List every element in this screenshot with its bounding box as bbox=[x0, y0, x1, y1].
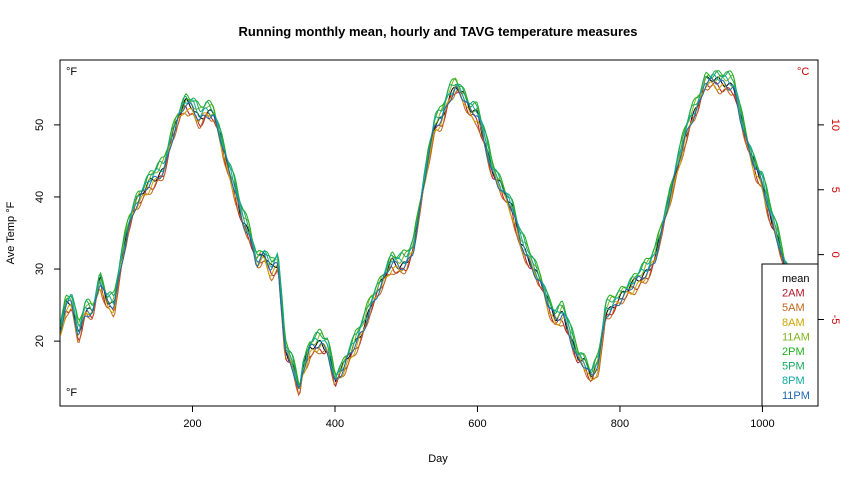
left-unit-label-bottom: °F bbox=[66, 387, 77, 399]
y-tick-label-left: 20 bbox=[34, 335, 46, 347]
legend-item-11am: 11AM bbox=[782, 331, 810, 343]
x-tick-label: 800 bbox=[611, 418, 629, 430]
legend-item-2pm: 2PM bbox=[782, 346, 805, 358]
legend: mean 2AM 5AM 8AM 11AM 2PM 5PM 8PM 11PM bbox=[761, 263, 819, 407]
legend-item-5am: 5AM bbox=[782, 302, 805, 314]
series-line-2am bbox=[60, 81, 788, 397]
legend-item-2am: 2AM bbox=[782, 288, 805, 300]
x-tick-label: 400 bbox=[326, 418, 344, 430]
left-unit-label-top: °F bbox=[66, 66, 77, 78]
y-tick-label-right: 5 bbox=[829, 187, 841, 193]
y-tick-label-right: 10 bbox=[829, 119, 841, 131]
x-axis: 200 400 600 800 1000 bbox=[183, 406, 775, 430]
legend-item-8pm: 8PM bbox=[782, 375, 805, 387]
legend-item-8am: 8AM bbox=[782, 317, 805, 329]
x-tick-label: 600 bbox=[468, 418, 486, 430]
series-line-2pm bbox=[60, 70, 788, 386]
legend-item-11pm: 11PM bbox=[782, 390, 810, 402]
x-tick-label: 200 bbox=[183, 418, 201, 430]
series-line-11am bbox=[60, 74, 788, 385]
y-tick-label-right: 0 bbox=[829, 252, 841, 258]
y-axis-label: Ave Temp °F bbox=[5, 201, 17, 264]
series-line-11pm bbox=[60, 77, 788, 389]
y-axis-right: -5 0 5 10 bbox=[818, 119, 841, 325]
x-tick-label: 1000 bbox=[750, 418, 774, 430]
plot-frame bbox=[59, 59, 819, 407]
y-tick-label-right: -5 bbox=[829, 315, 841, 325]
y-tick-label-left: 50 bbox=[34, 119, 46, 131]
series-line-mean bbox=[60, 76, 788, 389]
series-layer bbox=[60, 70, 788, 397]
y-tick-label-left: 40 bbox=[34, 191, 46, 203]
x-axis-label: Day bbox=[428, 453, 448, 465]
series-line-5am bbox=[60, 84, 788, 397]
series-line-5pm bbox=[60, 70, 788, 389]
legend-box bbox=[761, 263, 819, 407]
y-tick-label-left: 30 bbox=[34, 263, 46, 275]
series-line-8pm bbox=[60, 73, 788, 390]
series-line-8am bbox=[60, 81, 788, 390]
legend-item-mean: mean bbox=[782, 273, 810, 285]
y-axis-left: 20 30 40 50 bbox=[34, 119, 60, 347]
legend-item-5pm: 5PM bbox=[782, 361, 805, 373]
chart-title: Running monthly mean, hourly and TAVG te… bbox=[239, 24, 638, 39]
right-unit-label: °C bbox=[797, 66, 809, 78]
